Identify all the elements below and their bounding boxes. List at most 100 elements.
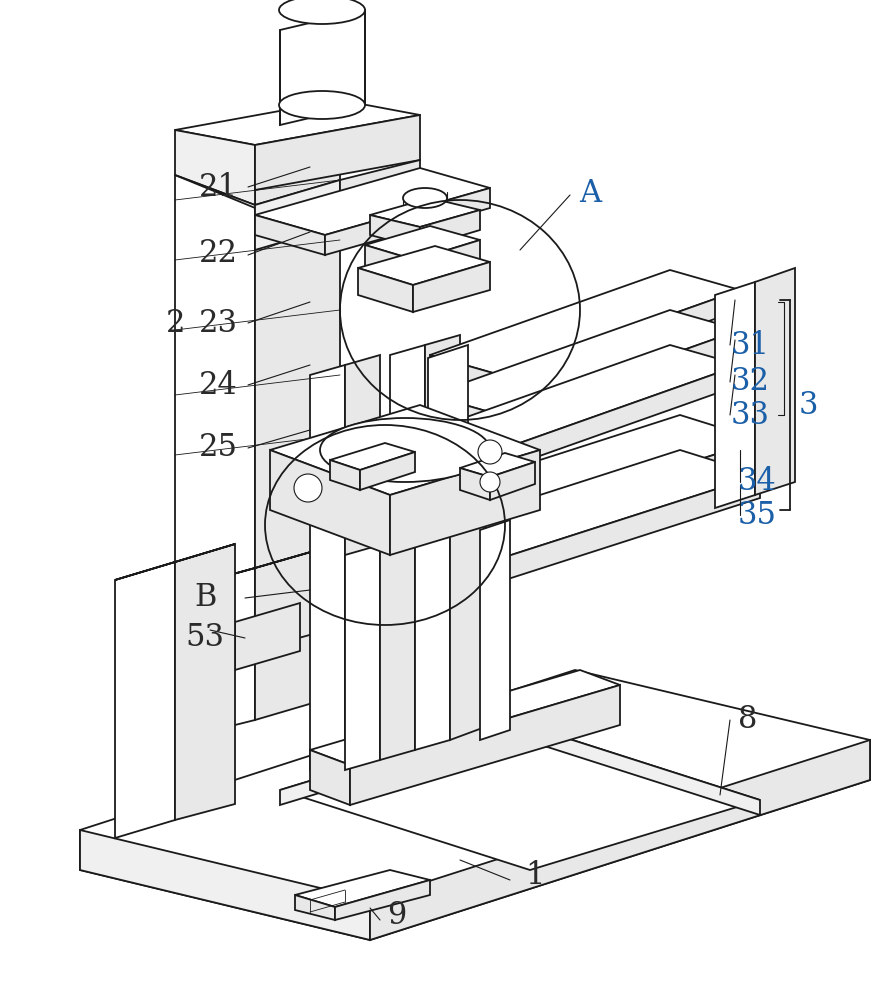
Text: A: A [579,178,601,209]
Text: 31: 31 [730,330,770,360]
Polygon shape [280,720,510,805]
Polygon shape [400,505,480,553]
Text: 24: 24 [198,369,238,400]
Polygon shape [510,720,760,815]
Text: 21: 21 [198,172,238,202]
Polygon shape [345,355,380,760]
Polygon shape [255,130,340,720]
Polygon shape [115,544,235,580]
Text: 23: 23 [198,308,238,338]
Polygon shape [430,345,740,450]
Polygon shape [413,262,490,312]
Text: 32: 32 [730,366,770,397]
Ellipse shape [320,418,490,482]
Polygon shape [390,345,425,745]
Text: 22: 22 [198,237,238,268]
Polygon shape [310,365,345,770]
Circle shape [480,472,500,492]
Polygon shape [430,270,740,375]
Polygon shape [715,282,755,508]
Polygon shape [255,180,340,250]
Polygon shape [175,155,255,740]
Polygon shape [235,603,300,670]
Polygon shape [490,462,535,500]
Polygon shape [480,475,760,588]
Polygon shape [460,468,490,500]
Polygon shape [175,130,255,205]
Polygon shape [415,532,450,750]
Polygon shape [270,450,390,555]
Text: 35: 35 [738,499,777,530]
Circle shape [478,440,502,464]
Polygon shape [420,210,480,248]
Polygon shape [280,10,365,125]
Polygon shape [280,720,760,870]
Polygon shape [80,670,870,940]
Polygon shape [400,540,480,588]
Polygon shape [175,100,420,145]
Polygon shape [310,670,620,765]
Polygon shape [430,310,740,415]
Text: 3: 3 [798,389,818,420]
Text: 25: 25 [198,432,238,464]
Ellipse shape [403,188,447,208]
Ellipse shape [279,0,365,24]
Polygon shape [175,622,235,688]
Polygon shape [430,395,500,435]
Polygon shape [430,430,500,470]
Polygon shape [370,740,870,940]
Polygon shape [175,544,235,820]
Text: B: B [194,582,216,613]
Polygon shape [340,160,420,225]
Polygon shape [255,545,335,650]
Circle shape [294,474,322,502]
Polygon shape [255,215,325,255]
Polygon shape [460,453,535,477]
Text: 1: 1 [525,859,545,890]
Polygon shape [335,880,430,920]
Polygon shape [175,545,335,590]
Polygon shape [330,460,360,490]
Polygon shape [755,268,795,495]
Polygon shape [500,365,740,470]
Text: 9: 9 [388,900,406,932]
Polygon shape [370,198,480,227]
Ellipse shape [279,91,365,119]
Polygon shape [345,545,380,770]
Polygon shape [450,520,485,740]
Polygon shape [358,246,490,285]
Text: 53: 53 [186,622,224,654]
Polygon shape [425,335,460,735]
Polygon shape [415,240,480,283]
Text: 34: 34 [738,466,776,497]
Polygon shape [175,175,340,210]
Text: 8: 8 [739,704,757,736]
Text: 33: 33 [730,399,770,430]
Polygon shape [330,443,415,470]
Polygon shape [350,685,620,805]
Polygon shape [325,188,490,255]
Polygon shape [80,830,370,940]
Polygon shape [310,750,350,805]
Polygon shape [365,226,480,260]
Polygon shape [390,450,540,555]
Polygon shape [500,330,740,435]
Polygon shape [430,355,500,395]
Text: 2: 2 [165,308,185,338]
Polygon shape [175,568,255,672]
Polygon shape [175,130,340,175]
Polygon shape [255,115,420,190]
Polygon shape [270,405,540,495]
Polygon shape [400,415,760,530]
Polygon shape [500,290,740,395]
Polygon shape [428,345,468,573]
Polygon shape [480,440,760,553]
Polygon shape [380,535,415,760]
Polygon shape [365,245,415,283]
Polygon shape [360,452,415,490]
Polygon shape [358,268,413,312]
Polygon shape [400,450,760,565]
Polygon shape [255,168,490,235]
Polygon shape [370,215,420,248]
Polygon shape [480,520,510,740]
